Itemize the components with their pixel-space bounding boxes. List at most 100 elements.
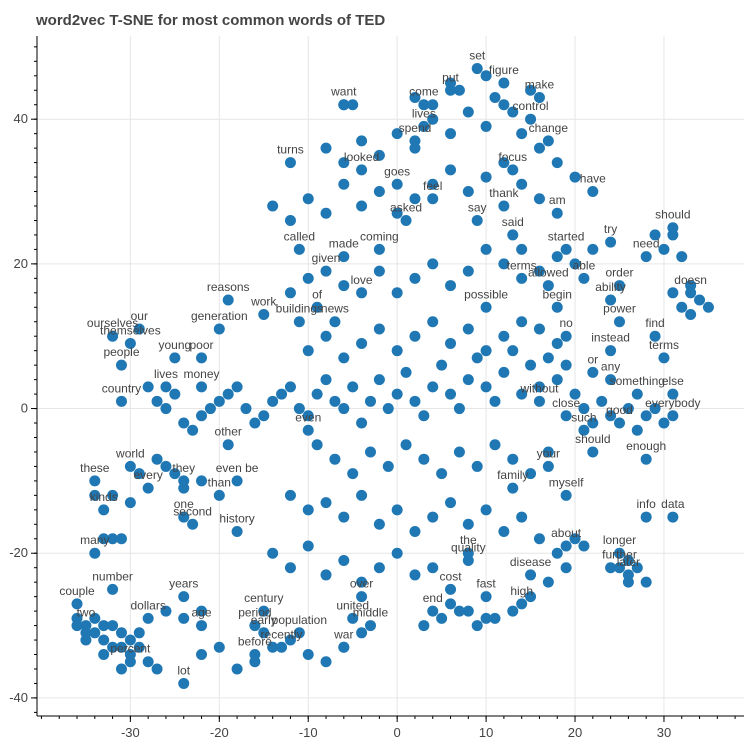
point-label: power <box>603 302 636 316</box>
data-point <box>587 243 599 255</box>
data-point <box>169 388 181 400</box>
data-point <box>542 460 554 472</box>
data-point <box>276 388 288 400</box>
data-point <box>267 641 279 653</box>
data-point <box>462 186 474 198</box>
data-point <box>89 612 101 624</box>
data-point <box>320 374 332 386</box>
data-point <box>507 482 519 494</box>
data-point <box>320 656 332 668</box>
data-point <box>276 641 288 653</box>
data-point <box>542 280 554 292</box>
x-tick-label: -10 <box>299 725 318 740</box>
point-label: other <box>215 425 242 439</box>
point-label: focus <box>498 150 527 164</box>
point-label: disease <box>510 555 552 569</box>
data-point <box>89 627 101 639</box>
data-point <box>498 258 510 270</box>
data-point <box>364 620 376 632</box>
data-point <box>222 294 234 306</box>
point-label: united <box>336 598 369 612</box>
data-point <box>222 388 234 400</box>
data-point <box>551 157 563 169</box>
data-point <box>267 547 279 559</box>
point-label: later <box>617 555 640 569</box>
data-point <box>533 395 545 407</box>
point-label: even be <box>216 461 259 475</box>
data-point <box>516 598 528 610</box>
data-point <box>293 316 305 328</box>
data-point <box>338 554 350 566</box>
point-label: am <box>549 193 566 207</box>
data-point <box>533 323 545 335</box>
data-point <box>115 359 127 371</box>
data-point <box>391 547 403 559</box>
data-point <box>498 157 510 169</box>
point-label: make <box>525 77 555 91</box>
data-point <box>160 605 172 617</box>
data-point <box>338 280 350 292</box>
point-label: goes <box>384 164 410 178</box>
data-point <box>640 453 652 465</box>
data-point <box>320 569 332 581</box>
point-label: doesn <box>674 273 707 287</box>
data-point <box>373 323 385 335</box>
point-label: no <box>559 316 573 330</box>
data-point <box>560 410 572 422</box>
data-point <box>178 417 190 429</box>
data-point <box>151 395 163 407</box>
point-label: kinds <box>90 490 118 504</box>
point-label: ourselves <box>87 316 138 330</box>
point-label: work <box>250 295 277 309</box>
point-label: begin <box>543 287 572 301</box>
data-point <box>631 562 643 574</box>
data-point <box>551 374 563 386</box>
data-point <box>462 106 474 118</box>
point-label: spend <box>399 121 432 135</box>
data-point <box>631 388 643 400</box>
x-tick-label: -30 <box>121 725 140 740</box>
data-point <box>373 186 385 198</box>
point-label: further <box>602 548 637 562</box>
data-point <box>133 468 145 480</box>
data-point <box>551 301 563 313</box>
data-point <box>240 403 252 415</box>
data-point <box>302 424 314 436</box>
data-point <box>418 453 430 465</box>
data-point <box>685 287 697 299</box>
point-label: middle <box>353 606 389 620</box>
data-point <box>338 641 350 653</box>
point-label: without <box>519 381 559 395</box>
data-point <box>391 287 403 299</box>
data-point <box>418 120 430 132</box>
data-point <box>631 424 643 436</box>
point-label: close <box>552 396 580 410</box>
data-point <box>569 533 581 545</box>
data-point <box>694 294 706 306</box>
data-point <box>685 309 697 321</box>
data-point <box>347 99 359 111</box>
data-point <box>258 627 270 639</box>
data-point <box>187 424 199 436</box>
data-point <box>187 518 199 530</box>
data-point <box>489 395 501 407</box>
point-label: of <box>312 287 323 301</box>
data-point <box>284 562 296 574</box>
point-label: cost <box>440 569 463 583</box>
point-label: data <box>661 497 685 511</box>
data-point <box>533 533 545 545</box>
data-point <box>498 526 510 538</box>
data-point <box>436 612 448 624</box>
data-point <box>533 265 545 277</box>
data-point <box>551 251 563 263</box>
data-point <box>204 403 216 415</box>
point-label: themselves <box>100 323 161 337</box>
point-label: our <box>131 309 148 323</box>
data-point <box>196 352 208 364</box>
point-label: war <box>333 627 353 641</box>
data-point <box>427 258 439 270</box>
point-label: the <box>460 533 477 547</box>
data-point <box>498 99 510 111</box>
data-point <box>107 620 119 632</box>
